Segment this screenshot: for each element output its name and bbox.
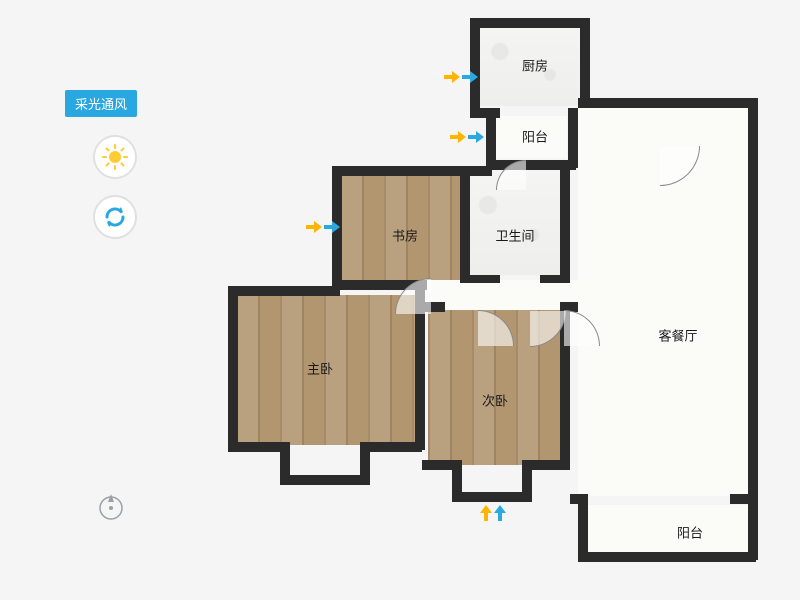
wall-segment — [748, 494, 758, 560]
room-balcony1 — [495, 116, 567, 158]
wall-segment — [415, 290, 425, 450]
room-kitchen — [480, 28, 580, 106]
wall-segment — [228, 286, 340, 296]
wall-segment — [470, 18, 590, 28]
wall-segment — [560, 166, 570, 282]
wall-segment — [460, 275, 500, 283]
wall-segment — [578, 552, 756, 562]
wall-segment — [460, 166, 470, 282]
vent-arrow-cool — [462, 70, 478, 88]
vent-arrow-warm — [480, 505, 492, 526]
refresh-icon — [103, 205, 127, 229]
wall-segment — [578, 98, 758, 108]
vent-arrow-warm — [450, 130, 466, 148]
wall-segment — [540, 275, 570, 283]
refresh-button[interactable] — [93, 195, 137, 239]
vent-arrow-cool — [324, 220, 340, 238]
wall-segment — [486, 108, 496, 168]
room-corridor — [422, 280, 578, 310]
sun-button[interactable] — [93, 135, 137, 179]
floorplan: 厨房阳台书房卫生间主卧次卧客餐厅阳台 — [190, 10, 790, 590]
room-study — [340, 175, 460, 280]
wall-segment — [578, 494, 588, 560]
ventilation-arrows — [450, 130, 484, 148]
wall-segment — [228, 286, 238, 451]
room-master — [236, 295, 421, 445]
vent-arrow-cool — [494, 505, 506, 526]
ventilation-arrows — [480, 505, 506, 526]
room-balcony2 — [585, 505, 750, 555]
vent-arrow-warm — [444, 70, 460, 88]
wall-segment — [748, 98, 758, 503]
vent-arrow-warm — [306, 220, 322, 238]
wall-segment — [280, 475, 370, 485]
wall-segment — [568, 108, 578, 168]
wall-segment — [580, 18, 590, 108]
ventilation-arrows — [306, 220, 340, 238]
lighting-badge: 采光通风 — [65, 90, 137, 117]
wall-segment — [452, 492, 532, 502]
wall-segment — [360, 442, 422, 452]
sun-icon — [102, 144, 128, 170]
wall-segment — [470, 18, 480, 118]
vent-arrow-cool — [468, 130, 484, 148]
room-bath — [470, 175, 560, 275]
ventilation-arrows — [444, 70, 478, 88]
compass-icon — [95, 490, 127, 522]
controls-panel: 采光通风 — [65, 90, 165, 255]
